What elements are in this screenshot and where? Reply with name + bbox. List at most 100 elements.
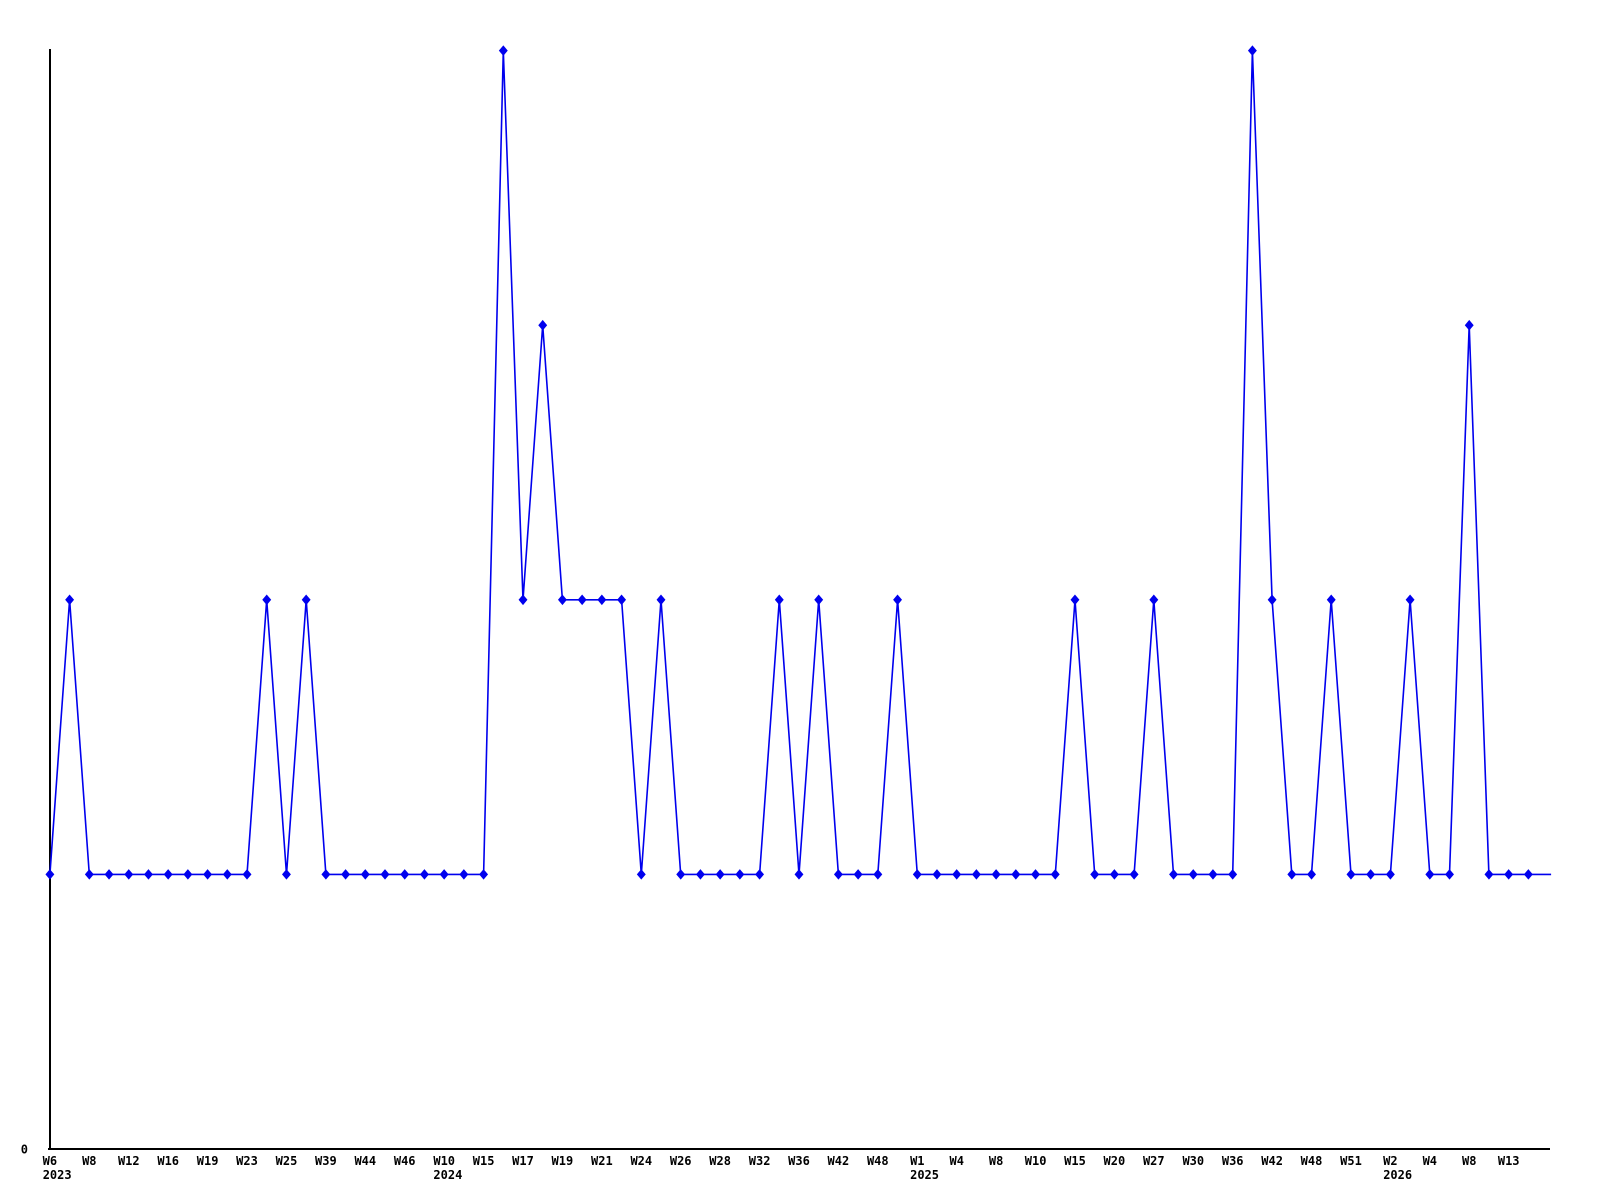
data-point-marker (1405, 594, 1415, 606)
data-point-marker (341, 869, 351, 880)
data-point-marker (715, 869, 725, 880)
data-point-marker (794, 869, 804, 880)
data-point-marker (360, 869, 370, 880)
x-tick-label: W20 (1104, 1154, 1126, 1168)
x-tick-label: W30 (1182, 1154, 1204, 1168)
data-point-marker (873, 869, 883, 880)
x-tick-label: W48 (867, 1154, 889, 1168)
data-point-marker (124, 869, 134, 880)
data-point-marker (1464, 319, 1474, 331)
data-point-marker (144, 869, 153, 880)
data-point-marker (1346, 869, 1356, 880)
data-point-marker (774, 594, 784, 606)
data-point-marker (163, 869, 173, 880)
data-point-marker (301, 594, 311, 606)
data-point-marker (1129, 869, 1139, 880)
data-point-marker (1090, 869, 1100, 880)
data-point-marker (676, 869, 686, 880)
data-point-marker (1109, 869, 1119, 880)
x-tick-label: W12 (118, 1154, 140, 1168)
x-tick-label: W1 (910, 1154, 924, 1168)
data-point-marker (1031, 869, 1041, 880)
data-point-marker (459, 869, 469, 880)
x-tick-label: W10 (433, 1154, 455, 1168)
data-point-marker (617, 594, 627, 606)
data-point-marker (498, 45, 508, 56)
data-point-marker (1149, 594, 1159, 606)
data-point-marker (203, 869, 213, 880)
data-point-marker (1523, 869, 1533, 880)
x-tick-label: W4 (949, 1154, 963, 1168)
x-tick-label: W25 (276, 1154, 298, 1168)
data-point-marker (1247, 45, 1257, 56)
x-tick-label: W21 (591, 1154, 613, 1168)
data-point-marker (853, 869, 863, 880)
data-point-marker (1307, 869, 1316, 880)
data-point-marker (183, 869, 193, 880)
data-point-marker (1011, 869, 1021, 880)
data-point-marker (84, 869, 94, 880)
data-point-marker (912, 869, 922, 880)
x-tick-label: W42 (1261, 1154, 1283, 1168)
data-point-marker (1188, 869, 1198, 880)
data-point-marker (1208, 869, 1218, 880)
data-point-marker (1169, 869, 1178, 880)
data-point-marker (577, 594, 587, 606)
data-point-marker (1504, 869, 1514, 880)
data-point-marker (755, 869, 765, 880)
data-point-marker (1385, 869, 1395, 880)
data-point-marker (282, 869, 291, 880)
x-tick-year-label: 2025 (910, 1168, 939, 1182)
x-tick-label: W6 (43, 1154, 57, 1168)
x-tick-label: W17 (512, 1154, 534, 1168)
data-point-marker (45, 869, 55, 880)
data-point-marker (65, 594, 75, 606)
data-point-marker (321, 869, 331, 880)
x-tick-label: W15 (473, 1154, 495, 1168)
x-tick-label: W44 (354, 1154, 376, 1168)
x-tick-label: W15 (1064, 1154, 1086, 1168)
x-tick-year-label: 2023 (43, 1168, 72, 1182)
data-point-marker (1484, 869, 1494, 880)
data-point-marker (656, 594, 666, 606)
data-point-marker (833, 869, 843, 880)
data-point-marker (952, 869, 962, 880)
data-point-marker (1326, 594, 1336, 606)
x-tick-label: W8 (989, 1154, 1003, 1168)
data-point-marker (1425, 869, 1435, 880)
data-point-marker (419, 869, 429, 880)
data-point-marker (222, 869, 232, 880)
data-point-marker (814, 594, 824, 606)
x-tick-label: W24 (630, 1154, 652, 1168)
data-point-marker (242, 869, 252, 880)
x-tick-label: W51 (1340, 1154, 1362, 1168)
data-point-marker (439, 869, 449, 880)
data-point-marker (538, 319, 548, 331)
data-point-marker (479, 869, 489, 880)
x-tick-label: W32 (749, 1154, 771, 1168)
data-point-marker (262, 594, 272, 606)
x-tick-label: W16 (157, 1154, 179, 1168)
y-tick-label: 0 (21, 1143, 28, 1157)
data-point-marker (380, 869, 390, 880)
data-point-marker (1287, 869, 1297, 880)
x-tick-label: W23 (236, 1154, 258, 1168)
x-tick-label: W39 (315, 1154, 337, 1168)
x-tick-label: W19 (552, 1154, 574, 1168)
x-tick-label: W36 (788, 1154, 810, 1168)
data-point-marker (893, 594, 903, 606)
data-point-marker (104, 869, 114, 880)
data-point-marker (518, 594, 528, 606)
x-tick-label: W27 (1143, 1154, 1165, 1168)
x-tick-label: W46 (394, 1154, 416, 1168)
x-tick-label: W36 (1222, 1154, 1244, 1168)
data-line (49, 50, 1552, 876)
x-tick-label: W10 (1025, 1154, 1047, 1168)
data-point-marker (695, 869, 705, 880)
x-tick-label: W26 (670, 1154, 692, 1168)
data-point-marker (1050, 869, 1060, 880)
x-tick-label: W13 (1498, 1154, 1520, 1168)
x-tick-label: W19 (197, 1154, 219, 1168)
